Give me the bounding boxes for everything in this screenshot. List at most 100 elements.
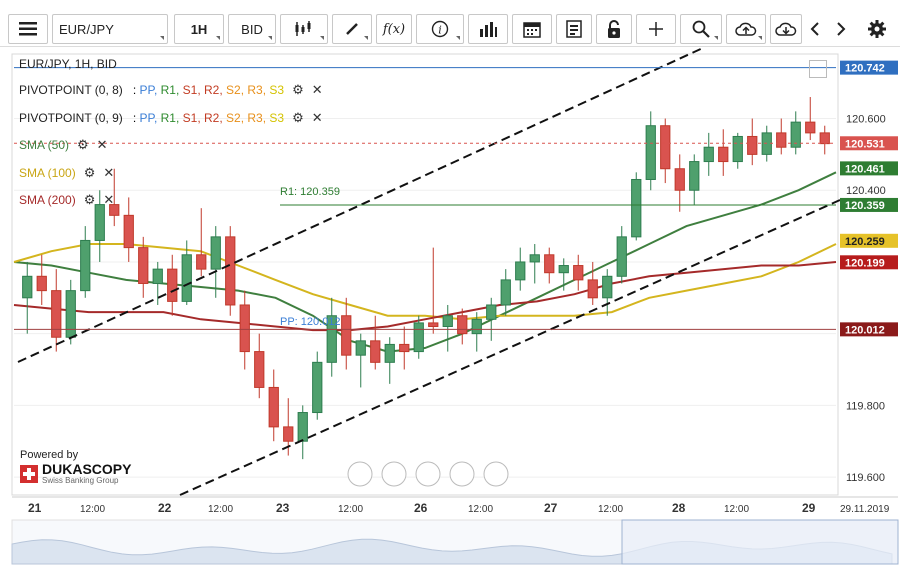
candle-body <box>689 161 700 191</box>
candle-body <box>384 343 395 363</box>
candle-body <box>616 236 627 277</box>
volume-button[interactable] <box>468 14 508 44</box>
pencil-icon <box>346 23 358 35</box>
pivot-1-levels: : PP, R1, S1, R2, S2, R3, S3 <box>132 83 285 97</box>
pivot-2-level-s1: S1, <box>182 111 204 125</box>
info-icon: i <box>431 20 449 38</box>
crosshair-button[interactable] <box>636 14 676 44</box>
candle-body <box>645 125 656 180</box>
candle-body <box>210 236 221 270</box>
time-tick-label: 12:00 <box>468 504 493 515</box>
calendar-icon <box>523 22 541 38</box>
price-tag-bg <box>840 255 898 270</box>
candle-body <box>123 214 134 249</box>
chart-type-button[interactable] <box>280 14 328 44</box>
pivot-2-settings-icon[interactable]: ⚙ <box>292 110 304 125</box>
candle-body <box>776 132 787 148</box>
lower-trend-line <box>179 199 841 496</box>
navigation-controls <box>347 461 509 487</box>
candle-body <box>138 247 149 284</box>
chart-grid <box>14 118 836 478</box>
calendar-button[interactable] <box>512 14 552 44</box>
reset-icon[interactable] <box>415 461 441 487</box>
pivot-1-settings-icon[interactable]: ⚙ <box>292 82 304 97</box>
sma100-close-icon[interactable]: ✕ <box>103 165 115 180</box>
scroll-left-button[interactable] <box>804 14 826 44</box>
pivot-1-level-s3: S3 <box>269 83 285 97</box>
candle-body <box>631 178 642 238</box>
zoom-out-icon[interactable] <box>381 461 407 487</box>
candle-body <box>312 361 323 414</box>
sma50-legend: SMA (50) ⚙ ✕ <box>19 137 108 153</box>
indicators-button[interactable]: f(x) <box>376 14 412 44</box>
zoom-button[interactable] <box>680 14 722 44</box>
document-icon <box>566 20 582 38</box>
report-button[interactable] <box>556 14 592 44</box>
time-tick-label: 28 <box>672 501 686 515</box>
sma100-legend: SMA (100) ⚙ ✕ <box>19 165 114 181</box>
settings-button[interactable] <box>862 14 892 44</box>
scroll-back-icon[interactable] <box>347 461 373 487</box>
candle-body <box>471 318 482 335</box>
cloud-upload-icon <box>735 22 757 36</box>
pivot-2-level-s3: S3 <box>269 111 285 125</box>
zoom-in-icon[interactable] <box>449 461 475 487</box>
time-tick-label: 29.11.2019 <box>840 504 890 515</box>
candle-body <box>660 125 671 170</box>
svg-text:i: i <box>438 24 442 37</box>
price-tick-label: 120.400 <box>846 185 886 197</box>
offer-side-selector[interactable]: BID <box>228 14 276 44</box>
info-button[interactable]: i <box>416 14 464 44</box>
menu-button[interactable] <box>8 14 48 44</box>
pivot-legend-2: PIVOTPOINT (0, 9) : PP, R1, S1, R2, S2, … <box>19 110 323 126</box>
instrument-selector[interactable]: EUR/JPY <box>52 14 168 44</box>
price-scale: 120.600 120.400 119.800 119.600 120.742 120.5… <box>840 60 898 484</box>
candle-body <box>515 261 526 281</box>
navigator-bg <box>11 519 899 565</box>
candle-body <box>196 254 207 270</box>
download-button[interactable] <box>770 14 802 44</box>
scroll-forward-icon[interactable] <box>483 461 509 487</box>
pivot-2-level-r2: R2, <box>204 111 227 125</box>
candle-body <box>558 265 569 274</box>
lock-button[interactable] <box>596 14 632 44</box>
pivot-2-close-icon[interactable]: ✕ <box>311 110 323 125</box>
draw-tool-button[interactable] <box>332 14 372 44</box>
sma200-settings-icon[interactable]: ⚙ <box>83 192 96 207</box>
brand-tagline: Swiss Banking Group <box>42 476 119 485</box>
sma50-close-icon[interactable]: ✕ <box>96 137 108 152</box>
price-tag-label: 120.199 <box>845 257 885 269</box>
sma200-close-icon[interactable]: ✕ <box>103 192 115 207</box>
candles-icon <box>295 21 311 36</box>
bar-chart-icon <box>480 22 497 37</box>
sma-line-200 <box>13 261 837 332</box>
sma100-settings-icon[interactable]: ⚙ <box>83 165 96 180</box>
pivot-legend-1: PIVOTPOINT (0, 8) : PP, R1, S1, R2, S2, … <box>19 82 323 98</box>
pivot-1-close-icon[interactable]: ✕ <box>311 82 323 97</box>
candle-body <box>94 204 105 241</box>
sma50-settings-icon[interactable]: ⚙ <box>77 137 89 152</box>
sma50-label: SMA (50) <box>19 138 70 152</box>
pivot-2-level-r3: R3, <box>247 111 270 125</box>
period-selector[interactable]: 1H <box>174 14 224 44</box>
crosshair-icon <box>649 22 663 36</box>
brand-name: DUKASCOPY <box>42 461 132 477</box>
sma-line-50 <box>13 171 837 353</box>
scroll-right-button[interactable] <box>830 14 852 44</box>
candles-group <box>22 97 830 460</box>
price-tick-label: 119.800 <box>846 400 885 412</box>
expand-chart-icon[interactable] <box>809 60 827 78</box>
upload-button[interactable] <box>726 14 766 44</box>
offer-side-label: BID <box>241 21 263 37</box>
time-tick-label: 12:00 <box>724 504 749 515</box>
gear-icon <box>868 20 886 38</box>
pivot-2-label: PIVOTPOINT (0, 9) <box>19 111 123 125</box>
level-lines <box>14 67 836 330</box>
time-tick-label: 12:00 <box>208 504 233 515</box>
candle-body <box>167 268 178 302</box>
pivot-1-level-r1: R1, <box>160 83 183 97</box>
price-tag-label: 120.359 <box>845 200 885 212</box>
candle-body <box>370 340 381 363</box>
chevron-right-icon <box>837 22 846 36</box>
chart-title-row: EUR/JPY, 1H, BID <box>19 57 117 71</box>
